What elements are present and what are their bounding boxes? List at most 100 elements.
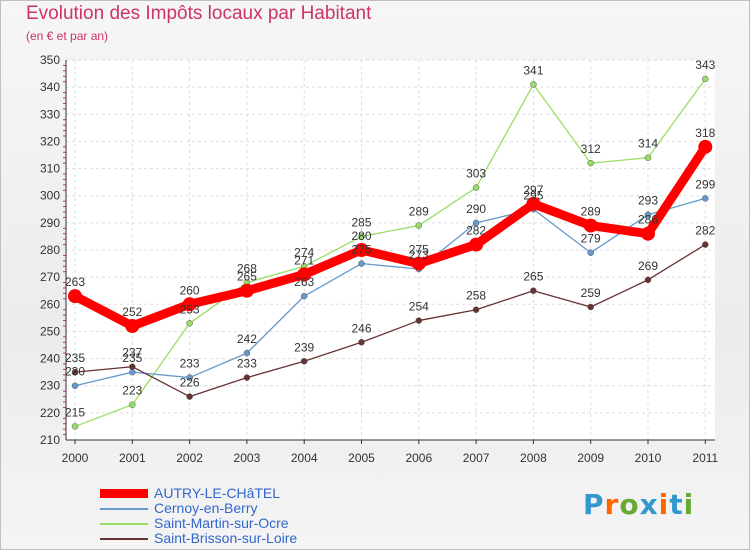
data-label: 312 bbox=[581, 142, 601, 156]
series-layer bbox=[68, 75, 713, 430]
y-tick-label: 210 bbox=[40, 433, 60, 447]
brand-letter: o bbox=[619, 488, 640, 521]
data-label: 235 bbox=[65, 351, 85, 365]
data-label: 293 bbox=[638, 194, 658, 208]
data-label: 286 bbox=[638, 213, 658, 227]
data-label: 254 bbox=[409, 300, 429, 314]
data-point bbox=[186, 374, 193, 381]
data-point bbox=[644, 211, 652, 218]
legend-swatch bbox=[100, 537, 148, 540]
data-label: 271 bbox=[294, 253, 314, 267]
data-label: 233 bbox=[237, 357, 257, 371]
brand-letter: x bbox=[639, 488, 659, 521]
x-tick-label: 2000 bbox=[62, 451, 89, 465]
y-tick-label: 300 bbox=[40, 189, 60, 203]
y-tick-label: 270 bbox=[40, 270, 60, 284]
y-tick-label: 240 bbox=[40, 352, 60, 366]
data-label: 252 bbox=[122, 305, 142, 319]
y-tick-label: 320 bbox=[40, 134, 60, 148]
data-point bbox=[300, 292, 308, 300]
legend-label: Saint-Martin-sur-Ocre bbox=[154, 515, 289, 531]
x-tick-label: 2008 bbox=[520, 451, 547, 465]
brand-letter: i bbox=[683, 488, 695, 521]
data-label: 239 bbox=[294, 340, 314, 354]
x-tick-label: 2006 bbox=[405, 451, 432, 465]
y-tick-label: 250 bbox=[40, 324, 60, 338]
data-point bbox=[587, 159, 594, 167]
legend-swatch bbox=[100, 522, 148, 525]
y-tick-label: 330 bbox=[40, 107, 60, 121]
data-label: 253 bbox=[180, 302, 200, 316]
data-label: 233 bbox=[180, 357, 200, 371]
data-label: 242 bbox=[237, 332, 257, 346]
legend-swatch bbox=[100, 489, 148, 498]
data-label: 269 bbox=[638, 259, 658, 273]
x-tick-label: 2007 bbox=[463, 451, 490, 465]
data-point bbox=[644, 276, 652, 284]
legend-label: AUTRY-LE-CHâTEL bbox=[154, 485, 281, 501]
data-label: 285 bbox=[351, 215, 371, 229]
data-label: 265 bbox=[523, 270, 543, 284]
data-point bbox=[71, 423, 79, 430]
data-point bbox=[415, 222, 423, 229]
data-point bbox=[243, 374, 251, 381]
data-label: 290 bbox=[466, 202, 486, 216]
x-tick-label: 2003 bbox=[234, 451, 261, 465]
legend-swatch bbox=[100, 507, 148, 510]
data-point bbox=[186, 320, 193, 327]
y-tick-label: 310 bbox=[40, 162, 60, 176]
data-label: 230 bbox=[65, 365, 85, 379]
data-label: 258 bbox=[466, 289, 486, 303]
data-point bbox=[472, 306, 480, 313]
y-tick-label: 280 bbox=[40, 243, 60, 257]
data-label: 282 bbox=[466, 224, 486, 238]
data-label: 268 bbox=[237, 262, 257, 276]
axis-layer: 210 220 230 240 250 260 270 280 290 300 310 320 330 3… bbox=[40, 53, 719, 465]
data-point bbox=[530, 287, 537, 294]
data-point bbox=[702, 241, 709, 248]
data-point bbox=[702, 195, 709, 202]
y-tick-label: 290 bbox=[40, 216, 60, 230]
data-label: 275 bbox=[409, 243, 429, 257]
data-point bbox=[472, 219, 480, 227]
chart-title: Evolution des Impôts locaux par Habitant bbox=[26, 3, 372, 24]
data-point bbox=[297, 267, 312, 282]
x-tick-label: 2001 bbox=[119, 451, 146, 465]
data-point bbox=[129, 401, 136, 408]
data-label: 279 bbox=[581, 232, 601, 246]
data-label: 215 bbox=[65, 405, 85, 419]
data-point bbox=[186, 393, 193, 400]
data-point bbox=[71, 368, 79, 376]
data-point bbox=[125, 319, 140, 333]
series-line-1 bbox=[74, 197, 706, 387]
data-label: 265 bbox=[237, 270, 257, 284]
data-point bbox=[182, 297, 197, 312]
data-point bbox=[239, 283, 254, 298]
data-label: 273 bbox=[409, 248, 429, 262]
y-tick-label: 260 bbox=[40, 297, 60, 311]
data-label: 275 bbox=[351, 243, 371, 257]
data-point bbox=[587, 249, 594, 256]
data-point bbox=[68, 289, 82, 304]
brand-letter: r bbox=[604, 488, 620, 521]
data-point bbox=[530, 81, 537, 88]
data-label: 341 bbox=[523, 63, 543, 77]
data-label: 226 bbox=[180, 376, 200, 390]
data-point bbox=[71, 382, 79, 389]
data-label: 246 bbox=[351, 321, 371, 335]
data-point bbox=[698, 139, 713, 154]
data-point bbox=[358, 260, 365, 267]
series-line-2 bbox=[74, 78, 706, 428]
data-label: 289 bbox=[409, 205, 429, 219]
data-label: 299 bbox=[695, 177, 715, 191]
legend-label: Saint-Brisson-sur-Loire bbox=[154, 530, 298, 546]
x-tick-label: 2011 bbox=[692, 451, 718, 465]
data-point bbox=[469, 237, 484, 252]
x-tick-label: 2005 bbox=[348, 451, 375, 465]
data-label: 260 bbox=[180, 283, 200, 297]
y-tick-label: 350 bbox=[40, 53, 60, 67]
x-tick-label: 2010 bbox=[635, 451, 662, 465]
data-point bbox=[129, 363, 136, 370]
data-label: 303 bbox=[466, 167, 486, 181]
